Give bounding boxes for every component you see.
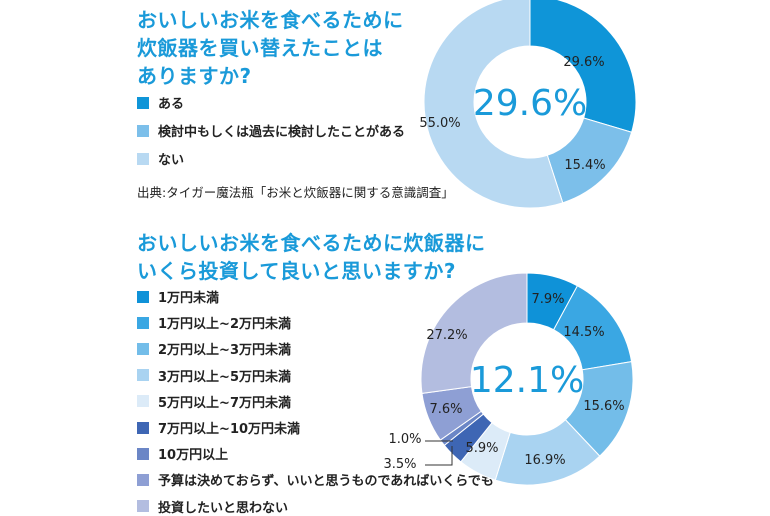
legend-swatch [137, 500, 149, 513]
legend-item: 投資したいと思わない [137, 497, 288, 516]
chart1-title: おいしいお米を食べるために 炊飯器を買い替えたことは ありますか? [137, 6, 404, 90]
legend-swatch [137, 421, 149, 434]
legend-swatch [137, 473, 149, 486]
legend-item: 1万円以上~2万円未満 [137, 313, 291, 332]
legend-item: 2万円以上~3万円未満 [137, 339, 291, 358]
slice-label: 7.6% [429, 402, 462, 417]
chart2-title: おいしいお米を食べるために炊飯器に いくら投資して良いと思いますか? [137, 229, 486, 285]
slice-label: 29.6% [563, 55, 604, 70]
legend-label: 3万円以上~5万円未満 [158, 369, 291, 385]
slice-label: 16.9% [524, 453, 565, 468]
slice-label: 1.0% [388, 432, 421, 447]
legend-swatch [137, 395, 149, 408]
title-line: おいしいお米を食べるために炊飯器に [137, 231, 486, 255]
center-value: 29.6% [473, 83, 587, 124]
legend-label: 1万円未満 [158, 291, 220, 306]
legend-label: 1万円以上~2万円未満 [158, 317, 291, 333]
legend-label: ない [158, 153, 185, 168]
legend-label: 投資したいと思わない [158, 500, 289, 516]
slice-label: 15.6% [583, 399, 624, 414]
legend-item: ない [137, 149, 184, 168]
source-note: 出典:タイガー魔法瓶「お米と炊飯器に関する意識調査」 [137, 185, 454, 200]
legend-swatch [137, 447, 149, 460]
legend-swatch [137, 369, 149, 382]
legend-item: 予算は決めておらず、いいと思うものであればいくらでも [137, 470, 494, 489]
slice-label: 5.9% [465, 441, 498, 456]
legend-swatch [137, 152, 149, 165]
slice-label: 3.5% [383, 457, 416, 472]
leader-line [425, 446, 453, 466]
slice-label: 15.4% [564, 158, 605, 173]
legend-label: 2万円以上~3万円未満 [158, 343, 291, 359]
legend-item: 1万円未満 [137, 287, 219, 306]
legend-label: 予算は決めておらず、いいと思うものであればいくらでも [158, 474, 494, 490]
legend-item: 10万円以上 [137, 444, 228, 463]
title-line: 炊飯器を買い替えたことは [137, 36, 383, 60]
legend-swatch [137, 316, 149, 329]
slice-label: 14.5% [563, 325, 604, 340]
slice-label: 7.9% [531, 292, 564, 307]
legend-label: 5万円以上~7万円未満 [158, 395, 291, 411]
legend-swatch [137, 290, 149, 303]
legend-swatch [137, 96, 149, 109]
legend-item: 5万円以上~7万円未満 [137, 392, 291, 411]
title-line: ありますか? [137, 64, 252, 88]
legend-label: 7万円以上~10万円未満 [158, 422, 301, 437]
slice-label: 27.2% [426, 328, 467, 343]
legend-label: 検討中もしくは過去に検討したことがある [158, 125, 406, 140]
center-value: 12.1% [470, 360, 584, 401]
legend-item: ある [137, 93, 184, 112]
legend-swatch [137, 124, 149, 137]
legend-item: 3万円以上~5万円未満 [137, 366, 291, 385]
donut-slice [423, 0, 564, 209]
legend-label: ある [158, 97, 185, 112]
slice-label: 55.0% [419, 116, 460, 131]
legend-label: 10万円以上 [158, 448, 229, 464]
legend-item: 検討中もしくは過去に検討したことがある [137, 121, 405, 140]
legend-item: 7万円以上~10万円未満 [137, 418, 300, 437]
legend-swatch [137, 342, 149, 355]
donut-slice [529, 0, 637, 133]
donut-slice [420, 272, 528, 394]
title-line: いくら投資して良いと思いますか? [137, 259, 457, 283]
title-line: おいしいお米を食べるために [137, 8, 404, 32]
